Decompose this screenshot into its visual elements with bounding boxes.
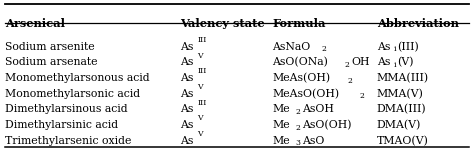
Text: DMA(V): DMA(V) — [377, 120, 421, 130]
Text: MeAsO(OH): MeAsO(OH) — [273, 89, 340, 99]
Text: 3: 3 — [295, 139, 301, 147]
Text: As: As — [180, 136, 193, 146]
Text: (III): (III) — [398, 42, 419, 52]
Text: MMA(V): MMA(V) — [377, 89, 424, 99]
Text: (V): (V) — [398, 57, 414, 68]
Text: Monomethylarsonic acid: Monomethylarsonic acid — [5, 89, 140, 99]
Text: V: V — [197, 52, 203, 60]
Text: Me: Me — [273, 136, 290, 146]
Text: 2: 2 — [295, 108, 300, 116]
Text: As: As — [180, 89, 193, 99]
Text: Abbreviation: Abbreviation — [377, 18, 459, 29]
Text: OH: OH — [351, 57, 369, 67]
Text: AsOH: AsOH — [301, 104, 333, 114]
Text: As: As — [180, 104, 193, 114]
Text: Trimethylarsenic oxide: Trimethylarsenic oxide — [5, 136, 131, 146]
Text: III: III — [197, 67, 207, 75]
Text: Arsenical: Arsenical — [5, 18, 65, 29]
Text: Formula: Formula — [273, 18, 326, 29]
Text: Me: Me — [273, 104, 290, 114]
Text: Valency state: Valency state — [180, 18, 265, 29]
Text: AsO(ONa): AsO(ONa) — [273, 57, 328, 68]
Text: Me: Me — [273, 120, 290, 130]
Text: As: As — [377, 57, 390, 67]
Text: TMAO(V): TMAO(V) — [377, 136, 428, 146]
Text: AsNaO: AsNaO — [273, 42, 311, 52]
Text: DMA(III): DMA(III) — [377, 104, 427, 115]
Text: MMA(III): MMA(III) — [377, 73, 429, 83]
Text: 2: 2 — [345, 61, 349, 69]
Text: As: As — [377, 42, 390, 52]
Text: Sodium arsenite: Sodium arsenite — [5, 42, 94, 52]
Text: 2: 2 — [295, 124, 300, 132]
Text: Dimethylarsinic acid: Dimethylarsinic acid — [5, 120, 118, 130]
Text: MeAs(OH): MeAs(OH) — [273, 73, 331, 83]
Text: V: V — [197, 83, 203, 91]
Text: i: i — [394, 45, 397, 53]
Text: 2: 2 — [347, 77, 353, 85]
Text: Monomethylarsonous acid: Monomethylarsonous acid — [5, 73, 149, 83]
Text: AsO(OH): AsO(OH) — [301, 120, 351, 130]
Text: As: As — [180, 120, 193, 130]
Text: III: III — [197, 36, 207, 44]
Text: AsO: AsO — [302, 136, 324, 146]
Text: 2: 2 — [359, 92, 364, 100]
Text: 2: 2 — [322, 45, 327, 53]
Text: As: As — [180, 57, 193, 67]
Text: Sodium arsenate: Sodium arsenate — [5, 57, 97, 67]
Text: As: As — [180, 42, 193, 52]
Text: V: V — [197, 114, 203, 122]
Text: Dimethylarsinous acid: Dimethylarsinous acid — [5, 104, 128, 114]
Text: V: V — [197, 130, 203, 138]
Text: III: III — [197, 99, 207, 107]
Text: i: i — [394, 61, 397, 69]
Text: As: As — [180, 73, 193, 83]
